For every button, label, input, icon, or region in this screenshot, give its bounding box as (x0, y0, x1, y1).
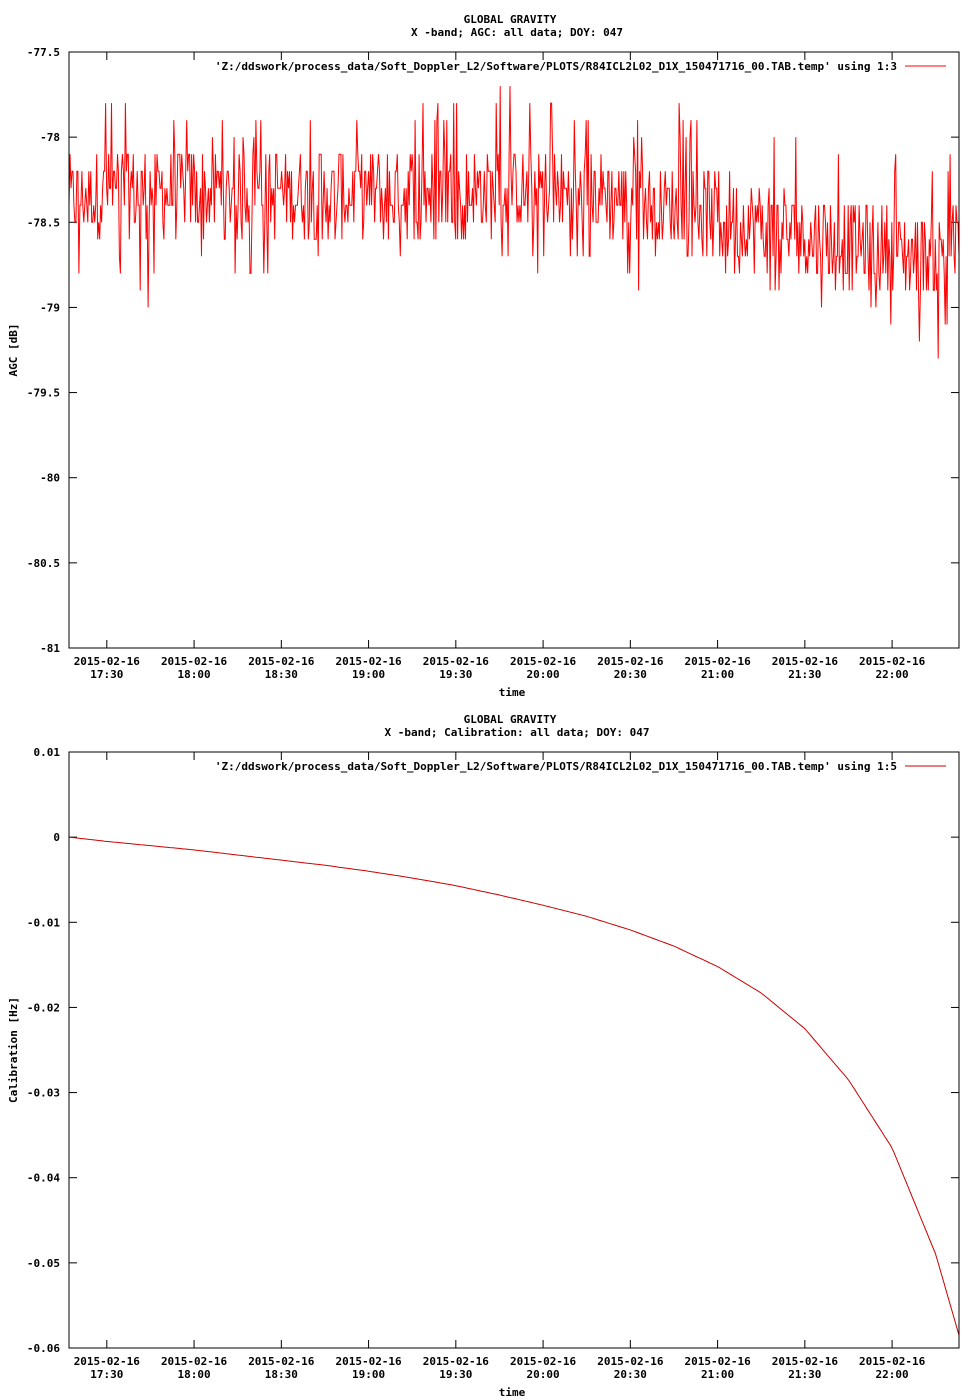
agc-x-tick-date: 2015-02-16 (684, 655, 751, 668)
calibration-legend-label: 'Z:/ddswork/process_data/Soft_Doppler_L2… (215, 760, 897, 773)
calibration-y-tick-label: -0.06 (27, 1342, 60, 1355)
calibration-x-tick-time: 18:30 (265, 1368, 298, 1381)
agc-x-tick-date: 2015-02-16 (335, 655, 402, 668)
calibration-chart: GLOBAL GRAVITY X -band; Calibration: all… (7, 713, 960, 1399)
calibration-x-tick-date: 2015-02-16 (597, 1355, 664, 1368)
calibration-series-line (68, 836, 960, 1336)
calibration-x-tick-time: 21:30 (788, 1368, 821, 1381)
calibration-x-tick-time: 20:00 (527, 1368, 560, 1381)
agc-x-tick-date: 2015-02-16 (248, 655, 315, 668)
agc-y-tick-label: -78 (40, 131, 60, 144)
calibration-y-tick-label: 0.01 (34, 746, 61, 759)
calibration-x-tick-date: 2015-02-16 (248, 1355, 315, 1368)
calibration-y-tick-label: -0.03 (27, 1087, 60, 1100)
agc-y-axis-label: AGC [dB] (7, 324, 20, 377)
calibration-plot-frame (68, 751, 960, 1349)
agc-y-tick-label: -79.5 (27, 387, 60, 400)
agc-x-tick-date: 2015-02-16 (423, 655, 490, 668)
agc-x-tick-time: 19:00 (352, 668, 385, 681)
calibration-x-tick-time: 22:00 (876, 1368, 909, 1381)
agc-x-tick-time: 18:30 (265, 668, 298, 681)
calibration-y-ticks: 0.01 0 -0.01 -0.02 -0.03 -0.04 -0.05 -0.06 (27, 746, 959, 1355)
agc-x-tick-time: 21:00 (701, 668, 734, 681)
agc-x-tick-time: 22:00 (876, 668, 909, 681)
calibration-x-tick-date: 2015-02-16 (161, 1355, 228, 1368)
agc-x-tick-date: 2015-02-16 (510, 655, 577, 668)
calibration-x-tick-time: 19:00 (352, 1368, 385, 1381)
calibration-x-tick-date: 2015-02-16 (335, 1355, 402, 1368)
calibration-x-tick-time: 19:30 (439, 1368, 472, 1381)
agc-chart: GLOBAL GRAVITY X -band; AGC: all data; D… (7, 13, 960, 699)
agc-x-tick-time: 17:30 (90, 668, 123, 681)
agc-chart-subtitle: X -band; AGC: all data; DOY: 047 (411, 26, 623, 39)
calibration-x-tick-time: 17:30 (90, 1368, 123, 1381)
agc-series-line (68, 86, 960, 359)
agc-x-tick-time: 20:00 (527, 668, 560, 681)
agc-y-ticks: -77.5 -78 -78.5 -79 -79.5 -80 -80.5 -81 (27, 46, 959, 655)
calibration-x-tick-date: 2015-02-16 (772, 1355, 839, 1368)
agc-x-tick-time: 21:30 (788, 668, 821, 681)
calibration-x-tick-date: 2015-02-16 (423, 1355, 490, 1368)
agc-x-tick-date: 2015-02-16 (859, 655, 926, 668)
calibration-chart-title: GLOBAL GRAVITY (464, 713, 557, 726)
calibration-y-tick-label: -0.01 (27, 916, 60, 929)
calibration-x-tick-date: 2015-02-16 (859, 1355, 926, 1368)
calibration-y-tick-label: 0 (53, 831, 60, 844)
agc-x-axis-label: time (499, 686, 526, 699)
calibration-chart-subtitle: X -band; Calibration: all data; DOY: 047 (385, 726, 650, 739)
agc-x-tick-time: 18:00 (178, 668, 211, 681)
agc-x-tick-time: 20:30 (614, 668, 647, 681)
agc-y-tick-label: -78.5 (27, 216, 60, 229)
calibration-y-tick-label: -0.04 (27, 1172, 60, 1185)
agc-x-tick-time: 19:30 (439, 668, 472, 681)
calibration-x-axis-label: time (499, 1386, 526, 1399)
agc-y-tick-label: -79 (40, 301, 60, 314)
agc-x-tick-date: 2015-02-16 (74, 655, 141, 668)
calibration-x-tick-date: 2015-02-16 (510, 1355, 577, 1368)
agc-legend-label: 'Z:/ddswork/process_data/Soft_Doppler_L2… (215, 60, 897, 73)
calibration-y-axis-label: Calibration [Hz] (7, 997, 20, 1103)
calibration-x-tick-time: 18:00 (178, 1368, 211, 1381)
agc-y-tick-label: -81 (40, 642, 60, 655)
agc-x-tick-date: 2015-02-16 (161, 655, 228, 668)
agc-x-tick-date: 2015-02-16 (772, 655, 839, 668)
calibration-x-tick-time: 21:00 (701, 1368, 734, 1381)
calibration-x-tick-date: 2015-02-16 (684, 1355, 751, 1368)
agc-y-tick-label: -77.5 (27, 46, 60, 59)
calibration-x-tick-date: 2015-02-16 (74, 1355, 141, 1368)
calibration-x-ticks: 2015-02-1617:302015-02-1618:002015-02-16… (74, 752, 926, 1381)
agc-x-ticks: 2015-02-1617:302015-02-1618:002015-02-16… (74, 52, 926, 681)
agc-plot-frame (68, 51, 960, 649)
calibration-y-tick-label: -0.02 (27, 1001, 60, 1014)
agc-x-tick-date: 2015-02-16 (597, 655, 664, 668)
agc-plot-area (68, 86, 960, 359)
agc-chart-title: GLOBAL GRAVITY (464, 13, 557, 26)
calibration-plot-area (68, 836, 960, 1336)
calibration-x-tick-time: 20:30 (614, 1368, 647, 1381)
calibration-y-tick-label: -0.05 (27, 1257, 60, 1270)
agc-y-tick-label: -80 (40, 472, 60, 485)
agc-y-tick-label: -80.5 (27, 557, 60, 570)
